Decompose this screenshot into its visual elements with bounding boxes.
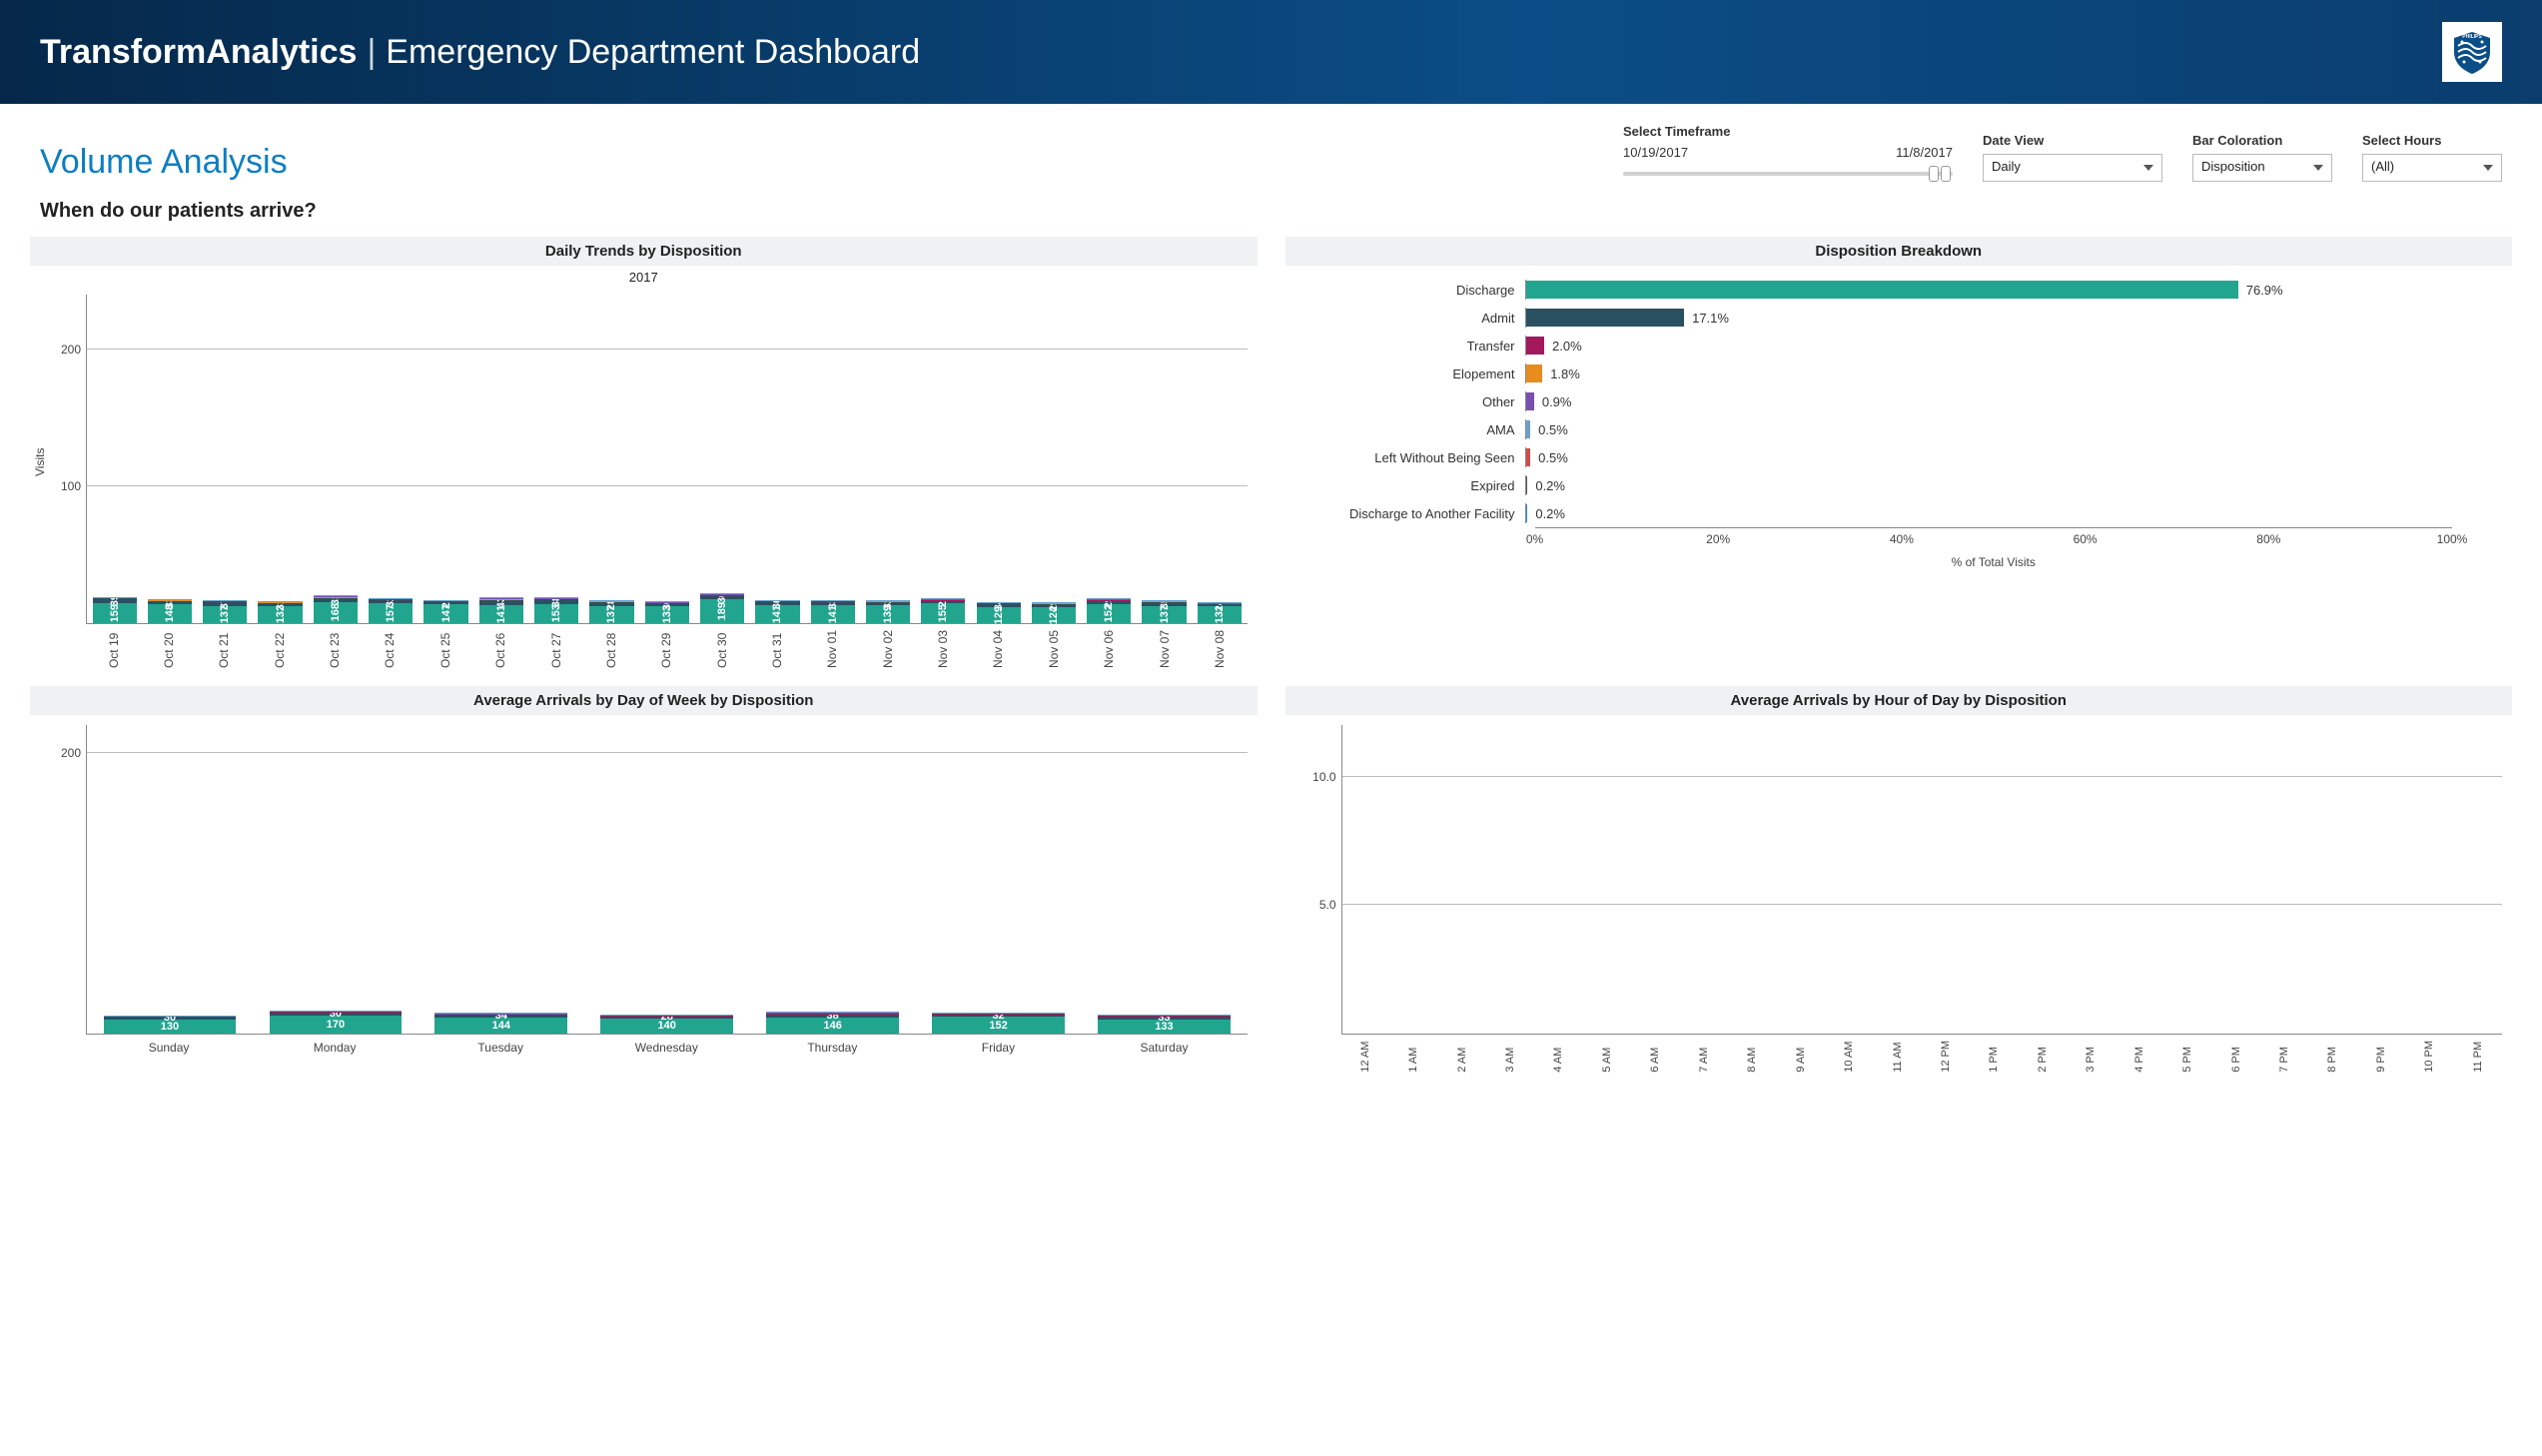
breakdown-bar: [1526, 364, 1543, 382]
daily-trends-ylabel: Visits: [33, 448, 47, 476]
controls-row: Volume Analysis Select Timeframe 10/19/2…: [0, 104, 2542, 192]
header-banner: TransformAnalytics | Emergency Department …: [0, 0, 2542, 104]
daily-trends-xlabels: Oct 19Oct 20Oct 21Oct 22Oct 23Oct 24Oct …: [86, 624, 1248, 668]
select-hours-select[interactable]: (All): [2362, 154, 2502, 182]
breakdown-value: 0.5%: [1538, 422, 1568, 437]
breakdown-row: Elopement 1.8%: [1295, 360, 2453, 387]
daily-trends-chart: 1002001593914833137371323116831157321472…: [86, 295, 1248, 624]
timeframe-control: Select Timeframe 10/19/2017 11/8/2017: [1623, 124, 1953, 182]
breakdown-category-label: Other: [1295, 394, 1525, 409]
hourly-xlabels: 12 AM1 AM2 AM3 AM4 AM5 AM6 AM7 AM8 AM9 A…: [1341, 1035, 2503, 1073]
slider-handle-right[interactable]: [1941, 166, 1951, 182]
timeframe-slider[interactable]: 10/19/2017 11/8/2017: [1623, 145, 1953, 182]
brand-subtitle: Emergency Department Dashboard: [386, 33, 920, 71]
breakdown-row: Other 0.9%: [1295, 387, 2453, 415]
breakdown-bar: [1526, 448, 1531, 466]
breakdown-xaxis: 0%20%40%60%80%100%: [1535, 527, 2453, 551]
breakdown-bar: [1526, 281, 2238, 299]
dow-panel: Average Arrivals by Day of Week by Dispo…: [30, 686, 1258, 1073]
breakdown-row: Transfer 2.0%: [1295, 332, 2453, 360]
hourly-title: Average Arrivals by Hour of Day by Dispo…: [1285, 686, 2513, 715]
philips-logo: PHILIPS: [2442, 22, 2502, 82]
bar-coloration-label: Bar Coloration: [2192, 133, 2332, 148]
timeframe-start: 10/19/2017: [1623, 145, 1688, 160]
select-hours-control: Select Hours (All): [2362, 133, 2502, 182]
breakdown-category-label: Admit: [1295, 311, 1525, 326]
breakdown-value: 17.1%: [1692, 311, 1729, 326]
brand-bold: TransformAnalytics: [40, 33, 357, 71]
breakdown-bar: [1526, 420, 1531, 438]
breakdown-value: 0.2%: [1535, 506, 1565, 521]
breakdown-category-label: Left Without Being Seen: [1295, 450, 1525, 465]
select-hours-label: Select Hours: [2362, 133, 2502, 148]
breakdown-row: Admit 17.1%: [1295, 304, 2453, 332]
section-question: When do our patients arrive?: [0, 192, 2542, 237]
banner-separator: |: [367, 33, 376, 71]
breakdown-title: Disposition Breakdown: [1285, 237, 2513, 266]
breakdown-category-label: Transfer: [1295, 339, 1525, 354]
timeframe-end: 11/8/2017: [1896, 145, 1953, 160]
date-view-select[interactable]: Daily: [1983, 154, 2162, 182]
breakdown-category-label: Discharge to Another Facility: [1295, 506, 1525, 521]
daily-trends-title: Daily Trends by Disposition: [30, 237, 1258, 266]
date-view-control: Date View Daily: [1983, 133, 2162, 182]
timeframe-label: Select Timeframe: [1623, 124, 1953, 139]
breakdown-row: Left Without Being Seen 0.5%: [1295, 443, 2453, 471]
slider-handle-left[interactable]: [1929, 166, 1939, 182]
breakdown-value: 1.8%: [1550, 366, 1580, 381]
breakdown-value: 0.5%: [1538, 450, 1568, 465]
bar-coloration-control: Bar Coloration Disposition: [2192, 133, 2332, 182]
breakdown-row: AMA 0.5%: [1295, 415, 2453, 443]
daily-trends-subtitle: 2017: [30, 266, 1258, 285]
date-view-label: Date View: [1983, 133, 2162, 148]
breakdown-value: 2.0%: [1552, 339, 1582, 354]
breakdown-bar: [1526, 392, 1534, 410]
filter-controls: Select Timeframe 10/19/2017 11/8/2017 Da…: [1623, 124, 2502, 182]
breakdown-bar: [1526, 504, 1528, 522]
breakdown-panel: Disposition Breakdown Discharge 76.9% Admi…: [1285, 237, 2513, 668]
breakdown-category-label: AMA: [1295, 422, 1525, 437]
breakdown-bar: [1526, 309, 1685, 327]
chart-grid: Daily Trends by Disposition 2017 Visits …: [0, 237, 2542, 1102]
breakdown-category-label: Discharge: [1295, 283, 1525, 298]
breakdown-category-label: Elopement: [1295, 366, 1525, 381]
breakdown-row: Expired 0.2%: [1295, 471, 2453, 499]
hourly-panel: Average Arrivals by Hour of Day by Dispo…: [1285, 686, 2513, 1073]
breakdown-row: Discharge 76.9%: [1295, 276, 2453, 304]
banner-title: TransformAnalytics | Emergency Department …: [40, 33, 920, 72]
breakdown-bar: [1526, 476, 1528, 494]
breakdown-xlabel: % of Total Visits: [1535, 551, 2453, 569]
dow-chart: 20013030170301443414028146381523213333: [86, 725, 1248, 1035]
breakdown-value: 0.9%: [1542, 394, 1572, 409]
dow-title: Average Arrivals by Day of Week by Dispo…: [30, 686, 1258, 715]
breakdown-bar: [1526, 337, 1545, 355]
hourly-chart: 5.010.0: [1341, 725, 2503, 1035]
breakdown-category-label: Expired: [1295, 478, 1525, 493]
page-title: Volume Analysis: [40, 143, 288, 182]
bar-coloration-select[interactable]: Disposition: [2192, 154, 2332, 182]
dow-xlabels: SundayMondayTuesdayWednesdayThursdayFrid…: [86, 1035, 1248, 1055]
daily-trends-panel: Daily Trends by Disposition 2017 Visits …: [30, 237, 1258, 668]
breakdown-chart: Discharge 76.9% Admit 17.1% Transfer 2.0% Elop…: [1285, 266, 2513, 579]
breakdown-value: 76.9%: [2246, 283, 2283, 298]
breakdown-value: 0.2%: [1535, 478, 1565, 493]
shield-icon: PHILIPS: [2448, 28, 2496, 76]
breakdown-row: Discharge to Another Facility 0.2%: [1295, 499, 2453, 527]
svg-text:PHILIPS: PHILIPS: [2462, 34, 2482, 40]
